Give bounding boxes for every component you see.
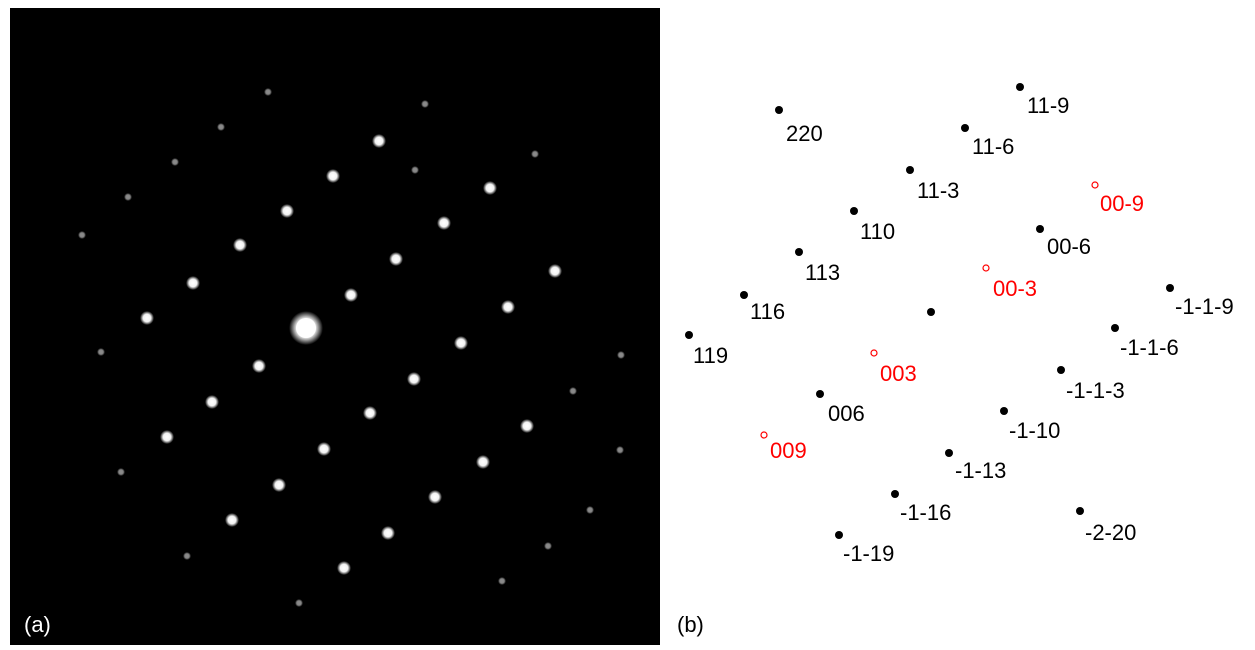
spot <box>961 124 969 132</box>
spot <box>531 150 539 158</box>
spot-index: 220 <box>786 121 823 146</box>
spot <box>520 419 534 433</box>
spot <box>906 166 914 174</box>
spot <box>945 449 953 457</box>
spot <box>1000 407 1008 415</box>
spot <box>295 599 303 607</box>
spot <box>381 526 395 540</box>
spot <box>454 336 468 350</box>
spot <box>498 577 506 585</box>
diffraction-image <box>10 8 660 645</box>
origin-spot <box>927 308 935 316</box>
direct-beam <box>296 318 316 338</box>
spot <box>617 351 625 359</box>
spot-index: 006 <box>828 401 865 426</box>
spot-index: 11-3 <box>917 178 959 203</box>
forbidden-spot <box>982 264 990 272</box>
spot <box>544 542 552 550</box>
spot <box>1016 83 1024 91</box>
panel-label: (a) <box>24 612 51 637</box>
spot <box>317 442 331 456</box>
spot <box>437 216 451 230</box>
spot <box>280 204 294 218</box>
spot <box>850 207 858 215</box>
spot <box>205 395 219 409</box>
spot-index: -1-10 <box>1009 418 1060 443</box>
spot <box>344 288 358 302</box>
spot <box>225 513 239 527</box>
spot <box>1057 366 1065 374</box>
spot-index: -2-20 <box>1085 520 1136 545</box>
spot <box>363 406 377 420</box>
spot <box>389 252 403 266</box>
spot <box>795 248 803 256</box>
spot-index: 00-3 <box>993 276 1037 301</box>
spot <box>501 300 515 314</box>
spot <box>1166 284 1174 292</box>
spot <box>685 331 693 339</box>
forbidden-spot <box>1091 181 1099 189</box>
spot <box>411 166 419 174</box>
spot-index: 11-9 <box>1027 93 1069 118</box>
spot <box>428 490 442 504</box>
spot <box>217 123 225 131</box>
spot <box>891 490 899 498</box>
spot <box>160 430 174 444</box>
spot-index: -1-1-3 <box>1066 378 1125 403</box>
spot <box>124 193 132 201</box>
spot <box>1076 507 1084 515</box>
diffraction-spots <box>78 88 625 607</box>
spot <box>816 390 824 398</box>
spot <box>233 238 247 252</box>
spot-index: 009 <box>770 438 807 463</box>
spot-index: 113 <box>805 260 840 285</box>
panel-label: (b) <box>677 612 704 637</box>
spot <box>483 181 497 195</box>
spot <box>337 561 351 575</box>
spot-index: 00-6 <box>1047 234 1091 259</box>
spot <box>171 158 179 166</box>
spot-index: 116 <box>750 299 785 324</box>
spot-index: 003 <box>880 361 917 386</box>
spot <box>97 348 105 356</box>
spot <box>616 446 624 454</box>
spot <box>78 231 86 239</box>
spot <box>1036 225 1044 233</box>
spot <box>252 359 266 373</box>
spot <box>740 291 748 299</box>
spot <box>272 478 286 492</box>
spot <box>186 276 200 290</box>
spot <box>1111 324 1119 332</box>
spot <box>835 531 843 539</box>
spot-index: -1-1-6 <box>1120 335 1179 360</box>
spot-index: 11-6 <box>972 134 1014 159</box>
spot <box>326 169 340 183</box>
spot <box>569 387 577 395</box>
spot-index: -1-19 <box>843 541 894 566</box>
forbidden-spot <box>760 431 768 439</box>
spot <box>476 455 490 469</box>
spot <box>586 506 594 514</box>
spot-index: 110 <box>860 219 895 244</box>
spot-index: -1-13 <box>955 458 1006 483</box>
spot <box>548 264 562 278</box>
spot <box>372 134 386 148</box>
spot-index: 119 <box>693 343 728 368</box>
spot-index: -1-16 <box>900 500 951 525</box>
forbidden-spot <box>870 349 878 357</box>
spot-index: 00-9 <box>1100 191 1144 216</box>
spot <box>421 100 429 108</box>
spot <box>183 552 191 560</box>
spot <box>140 311 154 325</box>
spot-index: -1-1-9 <box>1175 294 1234 319</box>
spot <box>264 88 272 96</box>
spot <box>775 106 783 114</box>
indexed-pattern: 220 11-9 11-6 11-3 00-9 110 00-6 113 00-3 -1-1-9 1… <box>685 83 1234 566</box>
spot <box>407 372 421 386</box>
spot <box>117 468 125 476</box>
